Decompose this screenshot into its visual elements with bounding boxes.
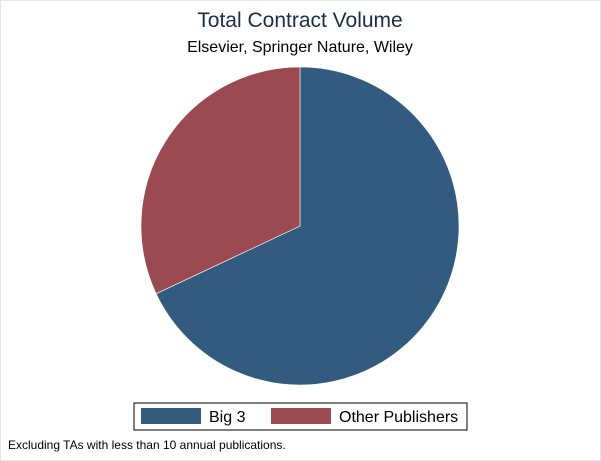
legend-swatch-big-3 xyxy=(141,408,201,424)
pie-slices xyxy=(140,66,460,386)
chart-subtitle: Elsevier, Springer Nature, Wiley xyxy=(187,39,413,56)
pie-slice-other-publishers xyxy=(140,66,301,295)
legend-label-other-publishers: Other Publishers xyxy=(339,409,458,426)
legend-swatch-other-publishers xyxy=(271,408,331,424)
pie-slice-big-3 xyxy=(155,66,460,386)
legend-label-big-3: Big 3 xyxy=(209,409,246,426)
footnote: Excluding TAs with less than 10 annual p… xyxy=(8,438,286,452)
chart-title: Total Contract Volume xyxy=(197,9,402,32)
legend: Big 3 Other Publishers xyxy=(133,402,468,431)
